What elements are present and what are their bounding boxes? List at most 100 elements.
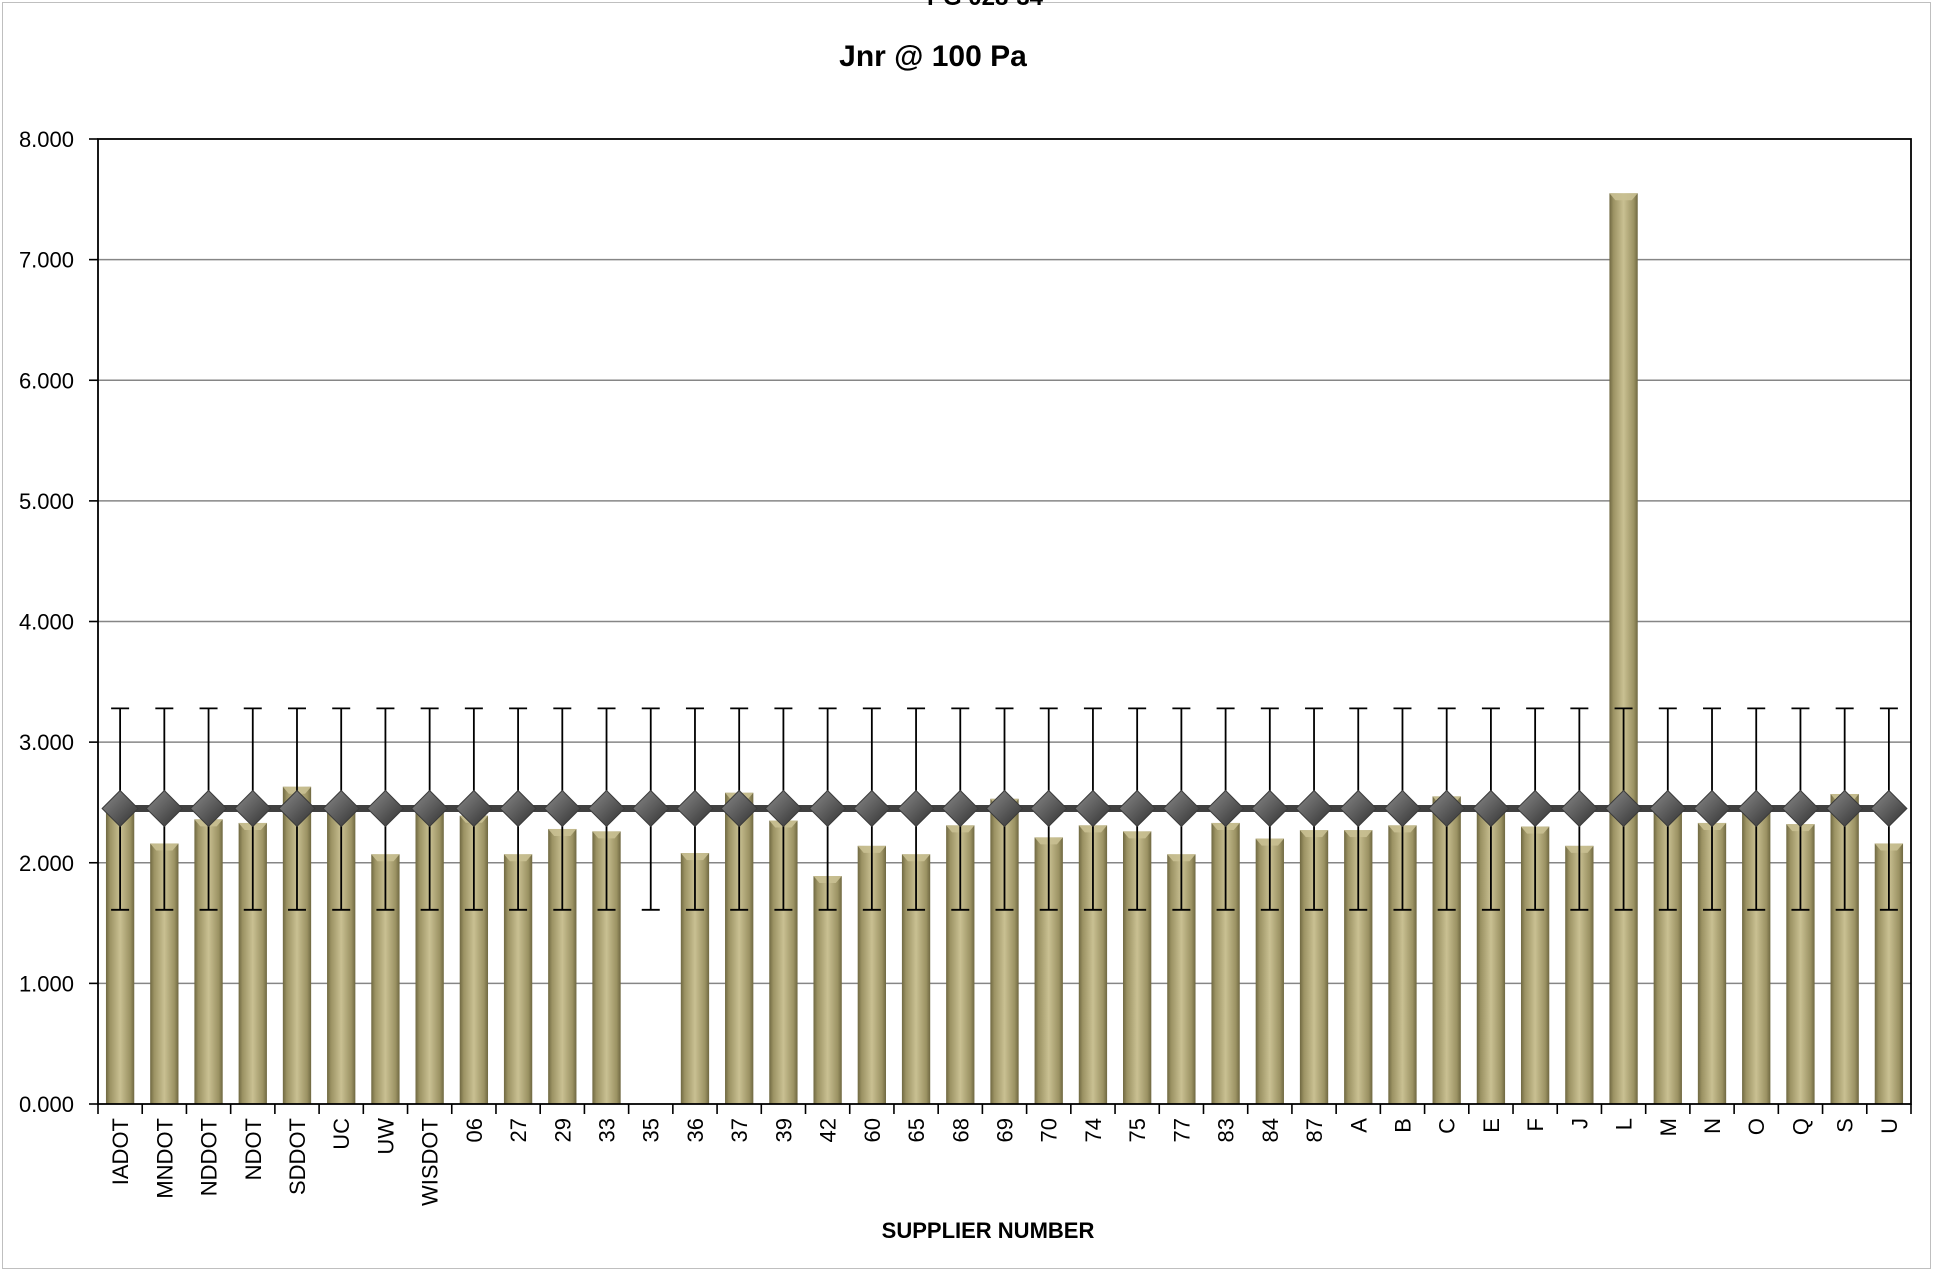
x-tick-label: J [1567, 1118, 1592, 1129]
diamond-marker [499, 789, 537, 828]
diamond-marker [1693, 789, 1731, 828]
diamond-marker [1074, 789, 1112, 828]
x-tick-label: 06 [462, 1118, 487, 1142]
diamond-marker [1251, 789, 1289, 828]
x-tick-label: SDDOT [285, 1118, 310, 1195]
diamond-marker [764, 789, 803, 828]
diamond-marker [587, 789, 626, 828]
x-tick-label: UW [373, 1118, 398, 1155]
bar-series [105, 193, 1904, 1104]
diamond-marker [1162, 789, 1201, 828]
x-tick-label: 27 [506, 1118, 531, 1142]
diamond-marker [455, 789, 493, 828]
diamond-marker [808, 789, 847, 828]
x-tick-label: 65 [904, 1118, 929, 1142]
x-tick-label: L [1612, 1118, 1637, 1130]
axes [89, 138, 1912, 1114]
diamond-marker [1030, 789, 1068, 828]
diamond-marker [322, 789, 360, 828]
diamond-marker [1118, 789, 1156, 828]
diamond-marker [1870, 789, 1908, 828]
y-tick-label: 0.000 [19, 1092, 74, 1117]
diamond-marker [1604, 789, 1643, 828]
x-tick-label: 69 [993, 1118, 1018, 1142]
diamond-marker [985, 789, 1024, 828]
y-tick-label: 1.000 [19, 971, 74, 996]
y-tick-label: 6.000 [19, 368, 74, 393]
x-tick-label: 87 [1302, 1118, 1327, 1142]
x-tick-label: WISDOT [418, 1118, 443, 1206]
diamond-marker [278, 789, 316, 828]
average-markers [101, 789, 1908, 828]
diamond-marker [1472, 789, 1510, 828]
y-tick-label: 8.000 [19, 127, 74, 152]
gridlines [98, 258, 1911, 985]
x-tick-label: 74 [1081, 1118, 1106, 1142]
diamond-marker [853, 789, 891, 828]
x-tick-label: 36 [683, 1118, 708, 1142]
x-tick-label: NDOT [241, 1118, 266, 1180]
diamond-marker [543, 789, 582, 828]
x-tick-label: B [1390, 1118, 1415, 1133]
x-tick-label: 33 [595, 1118, 620, 1142]
x-tick-label: N [1700, 1118, 1725, 1134]
y-tick-label: 5.000 [19, 489, 74, 514]
y-tick-label: 3.000 [19, 730, 74, 755]
diamond-marker [1383, 789, 1422, 828]
x-tick-label: 39 [771, 1118, 796, 1142]
x-tick-label: UC [329, 1118, 354, 1150]
bar [1609, 193, 1638, 1104]
x-tick-label: A [1346, 1118, 1371, 1133]
x-tick-label: MNDOT [152, 1118, 177, 1199]
diamond-marker [410, 789, 449, 828]
x-tick-label: 68 [948, 1118, 973, 1142]
x-tick-label: F [1523, 1118, 1548, 1131]
diamond-marker [720, 789, 758, 828]
x-tick-label: 60 [860, 1118, 885, 1142]
y-tick-label: 4.000 [19, 610, 74, 635]
x-tick-label: Q [1788, 1118, 1813, 1135]
diamond-marker [897, 789, 935, 828]
diamond-marker [145, 789, 184, 828]
x-tick-label: 75 [1125, 1118, 1150, 1142]
x-tick-label: M [1656, 1118, 1681, 1136]
x-tick-label: IADOT [108, 1118, 133, 1185]
diamond-marker [1339, 789, 1377, 828]
x-tick-label: 77 [1169, 1118, 1194, 1142]
diamond-marker [1427, 789, 1466, 828]
x-tick-label: 37 [727, 1118, 752, 1142]
x-tick-label: 84 [1258, 1118, 1283, 1142]
diamond-marker [1516, 789, 1554, 828]
x-tick-label: U [1877, 1118, 1902, 1134]
chart-title: Jnr @ 100 Pa [839, 40, 1027, 73]
x-tick-label: NDDOT [197, 1118, 222, 1196]
x-axis-title: SUPPLIER NUMBER [882, 1218, 1095, 1243]
diamond-marker [1781, 789, 1820, 828]
diamond-marker [1737, 789, 1775, 828]
diamond-marker [676, 789, 714, 828]
diamond-marker [234, 789, 272, 828]
x-tick-label: 29 [550, 1118, 575, 1142]
diamond-marker [1295, 789, 1333, 828]
diamond-marker [1206, 789, 1245, 828]
diamond-marker [366, 789, 405, 828]
y-tick-label: 2.000 [19, 851, 74, 876]
x-tick-label: E [1479, 1118, 1504, 1133]
diamond-marker [941, 789, 979, 828]
diamond-marker [101, 789, 139, 828]
x-tick-label: 42 [816, 1118, 841, 1142]
x-tick-label: 70 [1037, 1118, 1062, 1142]
diamond-marker [1825, 789, 1864, 828]
bar [813, 876, 842, 1104]
x-tick-label: 83 [1214, 1118, 1239, 1142]
x-tick-label: C [1435, 1118, 1460, 1134]
x-tick-label: S [1833, 1118, 1858, 1133]
diamond-marker [632, 789, 670, 828]
diamond-marker [189, 789, 228, 828]
x-tick-label: 35 [639, 1118, 664, 1142]
x-tick-label: O [1744, 1118, 1769, 1135]
y-axis-tick-labels: 0.000 1.000 2.000 3.000 4.000 5.000 6.000 7.000… [19, 127, 74, 1117]
diamond-marker [1649, 789, 1687, 828]
diamond-marker [1560, 789, 1599, 828]
